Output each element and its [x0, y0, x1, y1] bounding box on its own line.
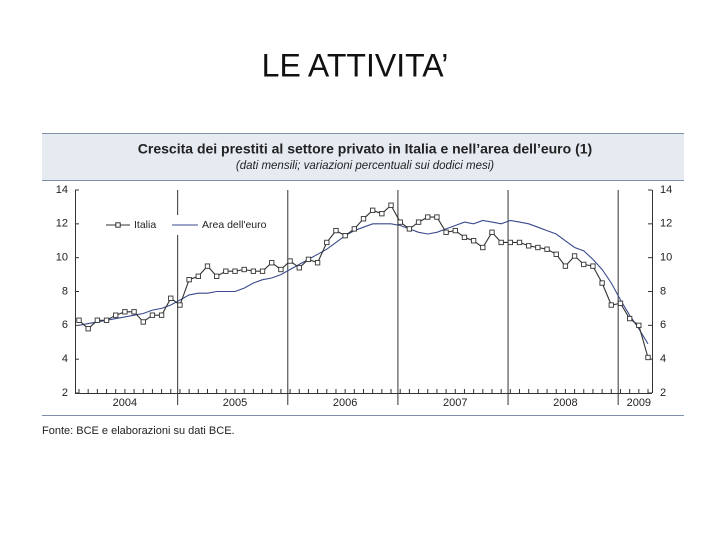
y-tick-label: 12 [56, 218, 68, 230]
slide-title: LE ATTIVITA’ [262, 47, 449, 83]
point-marker [232, 268, 238, 274]
y-tick-label: 8 [62, 285, 68, 297]
point-marker [452, 227, 458, 234]
x-tick-label: 2005 [223, 397, 247, 409]
y2-tick-label: 6 [660, 319, 666, 331]
point-marker [480, 244, 486, 251]
x-tick-label: 2004 [113, 397, 137, 409]
point-marker [415, 219, 422, 225]
point-marker [507, 239, 513, 246]
series-line [78, 219, 649, 345]
point-marker [581, 261, 587, 268]
point-marker [140, 319, 146, 325]
point-marker [599, 280, 605, 286]
y-tick-label: 4 [62, 353, 68, 365]
point-marker [526, 243, 532, 249]
point-marker [122, 309, 128, 315]
y-tick-label: 2 [62, 387, 68, 399]
point-marker [269, 260, 275, 266]
point-marker [204, 263, 211, 269]
chart-subtitle: (dati mensili; variazioni percentuali su… [236, 160, 494, 172]
point-marker [370, 207, 376, 213]
y2-tick-label: 10 [660, 252, 672, 264]
point-marker [553, 251, 559, 257]
legend-label: Area dell'euro [202, 219, 267, 231]
point-marker [626, 315, 633, 322]
point-marker [186, 277, 192, 283]
legend-label: Italia [134, 219, 156, 231]
point-marker [333, 227, 339, 234]
y2-tick-label: 4 [660, 353, 666, 365]
point-marker [241, 266, 247, 273]
point-marker [305, 256, 312, 263]
point-marker [314, 260, 321, 266]
point-marker [360, 216, 367, 222]
point-marker [498, 239, 504, 246]
point-marker [617, 300, 624, 306]
y2-tick-label: 12 [660, 218, 672, 230]
chart-header [42, 133, 684, 180]
y2-tick-label: 14 [660, 184, 672, 196]
point-marker [425, 214, 431, 220]
point-marker [214, 273, 220, 279]
point-marker [324, 239, 330, 246]
source-note: Fonte: BCE e elaborazioni su dati BCE. [42, 425, 235, 437]
point-marker [342, 233, 348, 239]
point-marker [562, 263, 569, 269]
point-marker [278, 266, 284, 273]
chart-title: Crescita dei prestiti al settore privato… [138, 141, 592, 157]
point-marker [590, 263, 596, 269]
point-marker [406, 226, 413, 232]
x-tick-label: 2009 [627, 397, 651, 409]
point-marker [94, 317, 101, 323]
point-marker [608, 302, 614, 308]
y2-tick-label: 2 [660, 387, 666, 399]
x-tick-label: 2008 [553, 397, 577, 409]
y-tick-label: 10 [56, 252, 68, 264]
point-marker [85, 326, 91, 332]
point-marker [636, 322, 642, 328]
point-marker [434, 214, 440, 220]
point-marker [351, 226, 357, 232]
point-marker [489, 229, 495, 235]
x-tick-label: 2006 [333, 397, 357, 409]
y-tick-label: 6 [62, 319, 68, 331]
legend-marker [115, 222, 121, 228]
point-marker [470, 238, 477, 244]
point-marker [287, 258, 293, 264]
point-marker [535, 244, 541, 251]
point-marker [571, 253, 578, 259]
x-tick-label: 2007 [443, 397, 467, 409]
point-marker [645, 354, 651, 361]
point-marker [168, 295, 174, 301]
point-marker [103, 317, 110, 323]
point-marker [461, 234, 468, 241]
point-marker [259, 268, 266, 274]
point-marker [397, 219, 403, 225]
point-marker [296, 265, 302, 271]
point-marker [149, 312, 156, 318]
point-marker [76, 317, 82, 323]
y-tick-label: 14 [56, 184, 68, 196]
point-marker [177, 302, 183, 308]
point-marker [158, 312, 165, 318]
point-marker [113, 312, 119, 318]
point-marker [388, 202, 394, 208]
point-marker [379, 211, 385, 217]
point-marker [443, 229, 449, 235]
point-marker [250, 268, 257, 274]
y2-tick-label: 8 [660, 285, 666, 297]
point-marker [195, 273, 201, 279]
point-marker [131, 309, 137, 315]
point-marker [223, 268, 229, 274]
point-marker [544, 246, 550, 252]
point-marker [516, 239, 523, 246]
